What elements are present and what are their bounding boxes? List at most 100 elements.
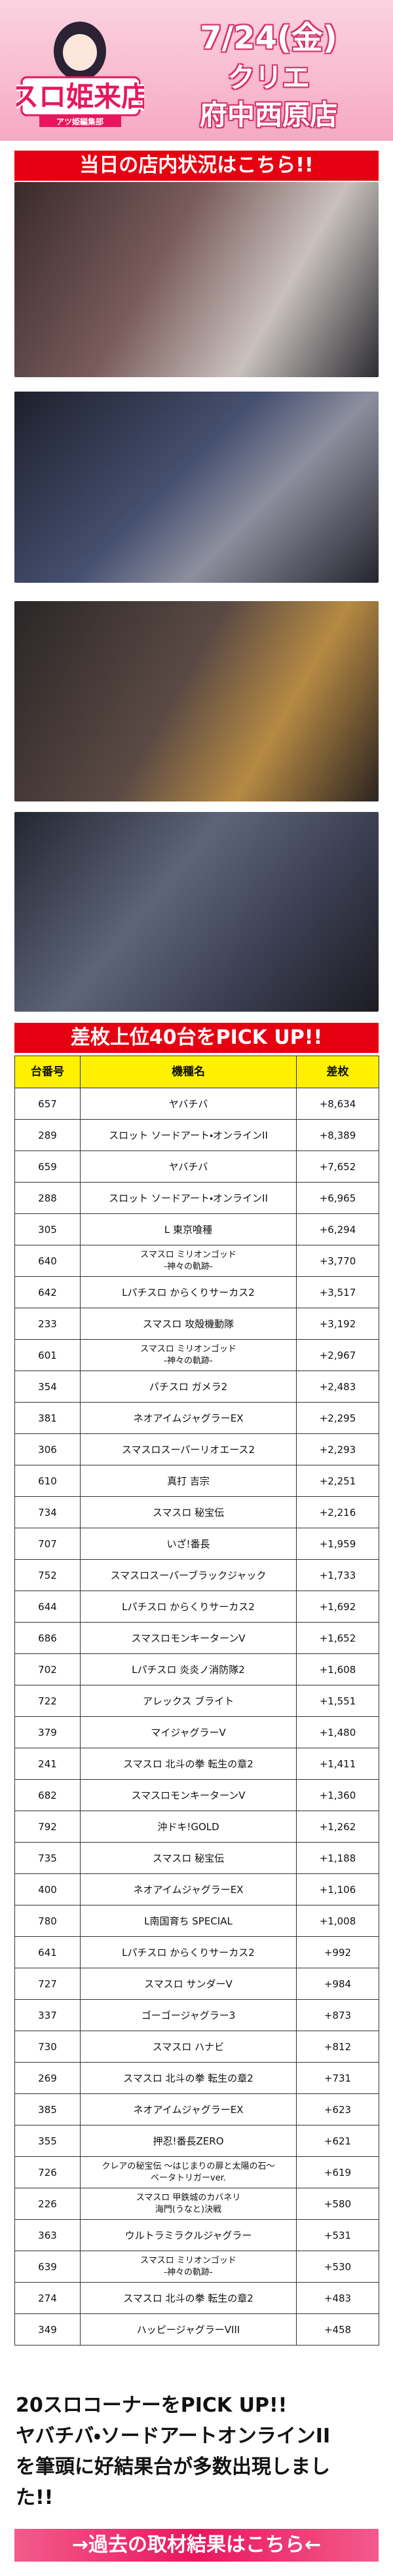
difference: +7,652 bbox=[296, 1150, 379, 1183]
machine-name: ネオアイムジャグラーEX bbox=[80, 2093, 297, 2125]
table-row: 722 アレックス ブライト +1,551 bbox=[14, 1685, 379, 1717]
table-row: 644 Lパチスロ からくりサーカス2 +1,692 bbox=[14, 1591, 379, 1623]
difference: +3,517 bbox=[296, 1276, 379, 1308]
summary-line: 20スロコーナーをPICK UP!! bbox=[16, 2394, 288, 2417]
column-header: 台番号 bbox=[14, 1056, 81, 1088]
machine-number: 640 bbox=[14, 1245, 81, 1277]
difference: +8,389 bbox=[296, 1119, 379, 1151]
difference: +621 bbox=[296, 2125, 379, 2157]
machine-number: 639 bbox=[14, 2251, 81, 2283]
difference: +873 bbox=[296, 1999, 379, 2031]
difference: +2,216 bbox=[296, 1496, 379, 1528]
table-row: 752 スマスロスーパーブラックジャック +1,733 bbox=[14, 1559, 379, 1591]
difference: +1,733 bbox=[296, 1559, 379, 1591]
difference: +1,106 bbox=[296, 1873, 379, 1905]
table-row: 354 パチスロ ガメラ2 +2,483 bbox=[14, 1371, 379, 1403]
machine-number: 241 bbox=[14, 1748, 81, 1780]
machine-name: スマスロ ミリオンゴッド -神々の軌跡- bbox=[80, 2251, 297, 2283]
machine-name: スマスロ 北斗の拳 転生の章2 bbox=[80, 1748, 297, 1780]
machine-name: スマスロ 北斗の拳 転生の章2 bbox=[80, 2062, 297, 2094]
machine-number: 381 bbox=[14, 1402, 81, 1434]
machine-number: 226 bbox=[14, 2188, 81, 2220]
machine-number: 752 bbox=[14, 1559, 81, 1591]
difference: +580 bbox=[296, 2188, 379, 2220]
machine-name: ヤバチバ bbox=[80, 1088, 297, 1120]
table-row: 385 ネオアイムジャグラーEX +623 bbox=[14, 2093, 379, 2125]
table-row: 337 ゴーゴージャグラー3 +873 bbox=[14, 1999, 379, 2031]
difference: +1,692 bbox=[296, 1591, 379, 1623]
difference: +1,411 bbox=[296, 1748, 379, 1780]
machine-name: Lパチスロ からくりサーカス2 bbox=[80, 1936, 297, 1968]
machine-name: スマスロ 北斗の拳 転生の章2 bbox=[80, 2282, 297, 2314]
difference: +6,294 bbox=[296, 1213, 379, 1245]
machine-number: 707 bbox=[14, 1528, 81, 1560]
difference: +1,188 bbox=[296, 1842, 379, 1874]
table-row: 780 L南国育ち SPECIAL +1,008 bbox=[14, 1905, 379, 1937]
machine-name: Lパチスロ からくりサーカス2 bbox=[80, 1591, 297, 1623]
machine-number: 233 bbox=[14, 1308, 81, 1340]
table-row: 640 スマスロ ミリオンゴッド -神々の軌跡- +3,770 bbox=[14, 1245, 379, 1277]
difference: +2,483 bbox=[296, 1371, 379, 1403]
machine-number: 269 bbox=[14, 2062, 81, 2094]
machine-name: スロット ソードアート・オンラインII bbox=[80, 1182, 297, 1214]
machine-name: いざ!番長 bbox=[80, 1528, 297, 1560]
machine-number: 659 bbox=[14, 1150, 81, 1183]
difference: +1,360 bbox=[296, 1779, 379, 1811]
difference: +2,251 bbox=[296, 1465, 379, 1497]
logo-sub-bg bbox=[39, 115, 121, 127]
machine-number: 641 bbox=[14, 1936, 81, 1968]
difference: +1,008 bbox=[296, 1905, 379, 1937]
machine-number: 289 bbox=[14, 1119, 81, 1151]
difference: +2,293 bbox=[296, 1433, 379, 1465]
difference: +531 bbox=[296, 2219, 379, 2251]
machine-name: スマスロ ハナビ bbox=[80, 2031, 297, 2063]
machine-number: 726 bbox=[14, 2156, 81, 2188]
difference: +3,192 bbox=[296, 1308, 379, 1340]
machine-name: Lパチスロ 炎炎ノ消防隊2 bbox=[80, 1653, 297, 1685]
logo-face bbox=[63, 34, 97, 71]
machine-number: 686 bbox=[14, 1622, 81, 1654]
machine-number: 735 bbox=[14, 1842, 81, 1874]
table-row: 735 スマスロ 秘宝伝 +1,188 bbox=[14, 1842, 379, 1874]
difference: +1,652 bbox=[296, 1622, 379, 1654]
difference: +2,967 bbox=[296, 1339, 379, 1371]
machine-name: スマスロ 甲鉄城のカバネリ 海門(うなと)決戦 bbox=[80, 2188, 297, 2220]
table-row: 355 押忍!番長ZERO +621 bbox=[14, 2125, 379, 2157]
machine-name: アレックス ブライト bbox=[80, 1685, 297, 1717]
difference: +6,965 bbox=[296, 1182, 379, 1214]
machine-number: 354 bbox=[14, 1371, 81, 1403]
table-row: 641 Lパチスロ からくりサーカス2 +992 bbox=[14, 1936, 379, 1968]
table-row: 686 スマスロモンキーターンV +1,652 bbox=[14, 1622, 379, 1654]
machine-name: スマスロ 秘宝伝 bbox=[80, 1496, 297, 1528]
column-header: 機種名 bbox=[80, 1056, 297, 1088]
machine-number: 363 bbox=[14, 2219, 81, 2251]
machine-name: スマスロ 攻殻機動隊 bbox=[80, 1308, 297, 1340]
section-title: 当日の店内状況はこちら!! bbox=[14, 151, 379, 181]
machine-number: 349 bbox=[14, 2313, 81, 2346]
table-row: 306 スマスロスーパーリオエース2 +2,293 bbox=[14, 1433, 379, 1465]
table-row: 610 真打 吉宗 +2,251 bbox=[14, 1465, 379, 1497]
table-row: 289 スロット ソードアート・オンラインII +8,389 bbox=[14, 1119, 379, 1151]
machine-number: 305 bbox=[14, 1213, 81, 1245]
table-row: 233 スマスロ 攻殻機動隊 +3,192 bbox=[14, 1308, 379, 1340]
summary-line: ヤバチバ・ソードアートオンラインII bbox=[16, 2425, 331, 2448]
machine-name: ハッピージャグラーVIII bbox=[80, 2313, 297, 2346]
past-results-link[interactable]: →過去の取材結果はこちら← bbox=[14, 2529, 379, 2562]
machine-name: マイジャグラーV bbox=[80, 1716, 297, 1748]
header-banner: スロ姫来店 アツ姫編集部 7/24(金) クリエ 府中西原店 bbox=[0, 0, 393, 141]
table-row: 727 スマスロ サンダーV +984 bbox=[14, 1968, 379, 2000]
difference: +8,634 bbox=[296, 1088, 379, 1120]
table-row: 274 スマスロ 北斗の拳 転生の章2 +483 bbox=[14, 2282, 379, 2314]
summary: 20スロコーナーをPICK UP!! ヤバチバ・ソードアートオンラインII を筆頭に… bbox=[16, 2390, 383, 2513]
machine-name: ゴーゴージャグラー3 bbox=[80, 1999, 297, 2031]
difference: +623 bbox=[296, 2093, 379, 2125]
column-header: 差枚 bbox=[296, 1056, 379, 1088]
machine-name: スロット ソードアート・オンラインII bbox=[80, 1119, 297, 1151]
summary-line: を筆頭に好結果台が多数出現しまし bbox=[16, 2456, 330, 2478]
logo: スロ姫来店 アツ姫編集部 bbox=[16, 22, 144, 127]
machine-name: 押忍!番長ZERO bbox=[80, 2125, 297, 2157]
difference: +458 bbox=[296, 2313, 379, 2346]
difference: +1,608 bbox=[296, 1653, 379, 1685]
machine-number: 780 bbox=[14, 1905, 81, 1937]
machine-number: 379 bbox=[14, 1716, 81, 1748]
